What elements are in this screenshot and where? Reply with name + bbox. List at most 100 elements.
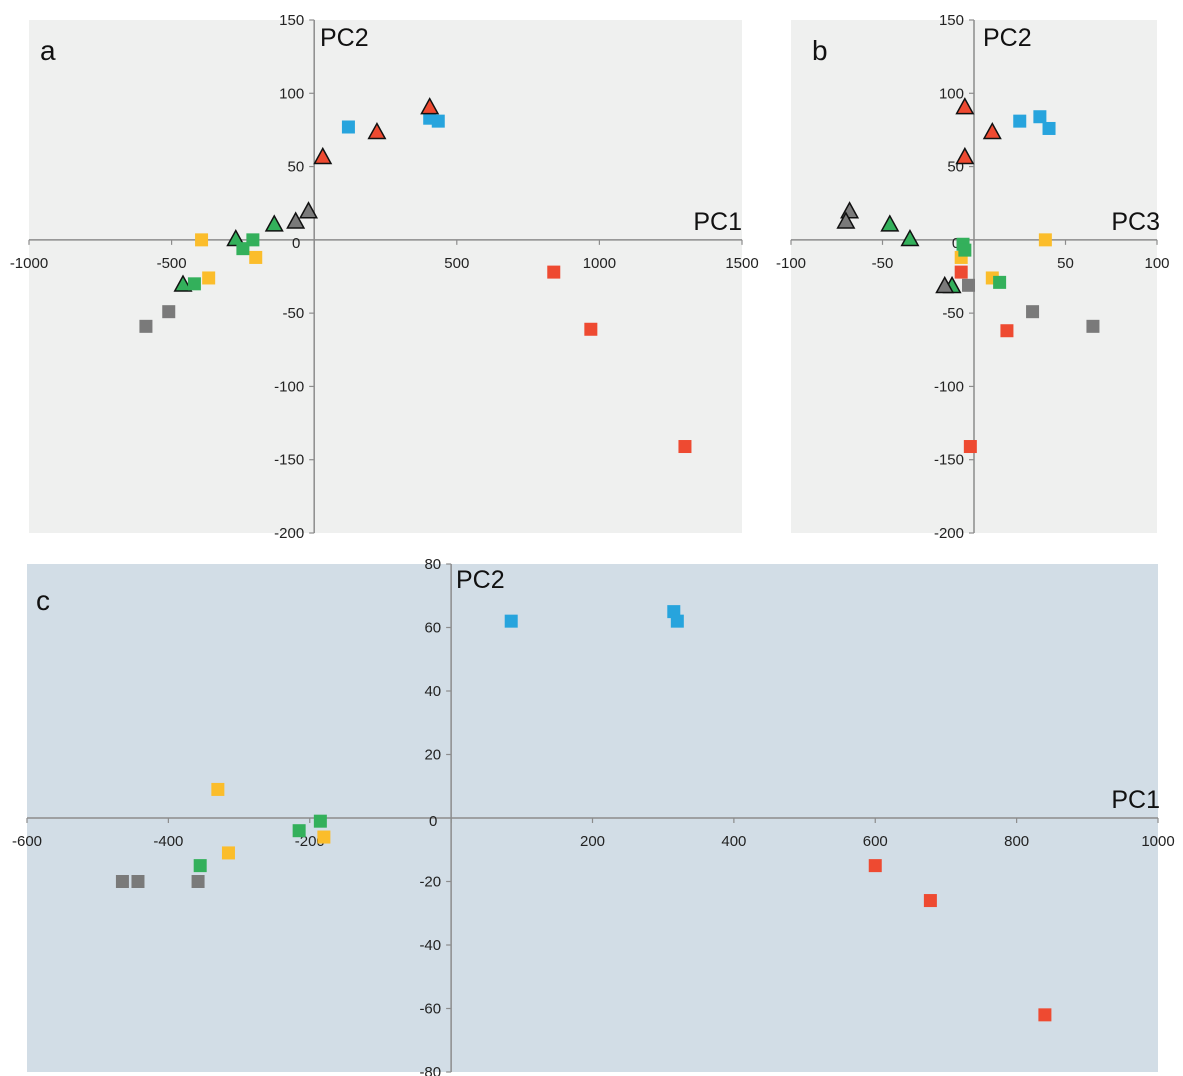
data-point-square-blue (1033, 110, 1047, 124)
data-point-square-green (292, 824, 306, 838)
data-point-triangle-green (900, 229, 920, 247)
x-tick-label: 1500 (725, 255, 758, 272)
data-point-square-yellow (1038, 233, 1052, 247)
data-point-square-gray (131, 875, 145, 888)
panel-c: -600 -400 -200 0 200 400 600 800 1000 80 60 40 20 -20… (12, 556, 1175, 1076)
data-point-triangle-gray (935, 275, 955, 294)
y-tick-label: 80 (424, 556, 441, 573)
y-tick-label: -60 (419, 1001, 441, 1018)
data-point-square-gray (191, 875, 205, 888)
y-axis-title: PC2 (456, 566, 505, 594)
y-axis-title: PC2 (320, 24, 369, 52)
data-point-square-red (547, 265, 561, 279)
x-tick-label: 0 (952, 235, 960, 252)
data-point-square-green (193, 859, 207, 873)
data-point-square-red (963, 440, 977, 454)
x-tick-label: 200 (580, 833, 605, 850)
data-point-square-gray (1026, 305, 1040, 319)
x-tick-label: -200 (295, 833, 325, 850)
x-tick-label: 800 (1004, 833, 1029, 850)
data-point-square-yellow (221, 846, 235, 860)
data-point-triangle-red (955, 97, 975, 115)
y-tick-label: 60 (424, 620, 441, 637)
y-tick-label: -50 (283, 305, 305, 322)
data-point-square-blue (431, 114, 445, 128)
data-point-triangle-gray (286, 211, 306, 229)
y-tick-label: 40 (424, 683, 441, 700)
x-tick-label: 100 (1144, 255, 1169, 272)
x-tick-label: -600 (12, 833, 42, 850)
data-point-square-red (954, 265, 968, 279)
data-point-triangle-red (367, 122, 387, 140)
x-tick-label: -100 (776, 255, 806, 272)
x-axis-title: PC3 (1111, 208, 1160, 236)
data-point-square-red (678, 440, 692, 454)
data-point-square-gray (1086, 319, 1100, 333)
y-tick-label: -100 (274, 378, 304, 395)
x-tick-label: 0 (292, 235, 300, 252)
data-point-square-blue (1013, 114, 1027, 128)
panel-label: c (36, 585, 50, 616)
data-point-triangle-green (226, 229, 246, 247)
y-tick-label: 50 (288, 159, 305, 176)
data-point-square-red (1000, 324, 1014, 338)
data-point-triangle-green (173, 274, 193, 292)
x-tick-label: -400 (153, 833, 183, 850)
data-point-triangle-red (955, 146, 975, 165)
data-point-triangle-red (420, 97, 440, 115)
x-tick-label: 1000 (583, 255, 616, 272)
y-tick-label: -80 (419, 1064, 441, 1076)
data-point-square-yellow (195, 233, 209, 247)
y-tick-label: -100 (934, 378, 964, 395)
y-tick-label: -200 (274, 525, 304, 542)
data-point-square-yellow (202, 271, 216, 285)
data-point-square-blue (341, 120, 355, 134)
data-point-square-green (313, 814, 327, 828)
x-tick-label: -1000 (10, 255, 48, 272)
y-axis-title: PC2 (983, 24, 1032, 52)
y-tick-label: 20 (424, 747, 441, 764)
data-point-square-blue (670, 614, 684, 628)
panel-label: a (40, 35, 56, 66)
data-point-square-blue (504, 614, 518, 628)
data-point-triangle-green (264, 214, 284, 232)
x-tick-label: 0 (429, 813, 437, 830)
data-point-square-green (187, 277, 201, 291)
data-point-triangle-gray (836, 211, 856, 229)
data-point-square-yellow (317, 830, 331, 844)
x-tick-label: 600 (863, 833, 888, 850)
data-point-square-gray (139, 319, 153, 333)
x-tick-label: -500 (157, 255, 187, 272)
y-tick-label: 150 (939, 12, 964, 29)
data-point-square-gray (115, 875, 129, 888)
y-tick-label: -200 (934, 525, 964, 542)
data-point-square-red (923, 894, 937, 908)
data-point-square-red (868, 859, 882, 873)
y-tick-label: 100 (279, 85, 304, 102)
y-tick-label: -50 (942, 305, 964, 322)
y-tick-label: -40 (419, 937, 441, 954)
data-point-square-green (246, 233, 260, 247)
y-tick-label: 150 (279, 12, 304, 29)
data-point-triangle-green (880, 214, 900, 232)
x-axis-title: PC1 (693, 208, 742, 236)
panel-a: -1000 -500 0 500 1000 1500 150 100 50 -50 -100 -150… (10, 12, 759, 542)
plot-area (29, 20, 742, 533)
x-tick-label: 400 (721, 833, 746, 850)
y-tick-label: -20 (419, 874, 441, 891)
x-tick-label: 500 (444, 255, 469, 272)
y-tick-label: -150 (934, 452, 964, 469)
data-point-square-gray (962, 278, 976, 292)
data-point-square-green (993, 275, 1007, 289)
panel-label: b (812, 35, 828, 66)
y-tick-label: 100 (939, 85, 964, 102)
data-point-triangle-red (313, 146, 333, 165)
y-tick-label: -150 (274, 452, 304, 469)
data-point-square-red (584, 322, 598, 336)
data-point-square-green (236, 242, 250, 256)
data-point-square-yellow (249, 250, 263, 264)
x-tick-label: -50 (872, 255, 894, 272)
data-point-square-green (958, 243, 972, 257)
